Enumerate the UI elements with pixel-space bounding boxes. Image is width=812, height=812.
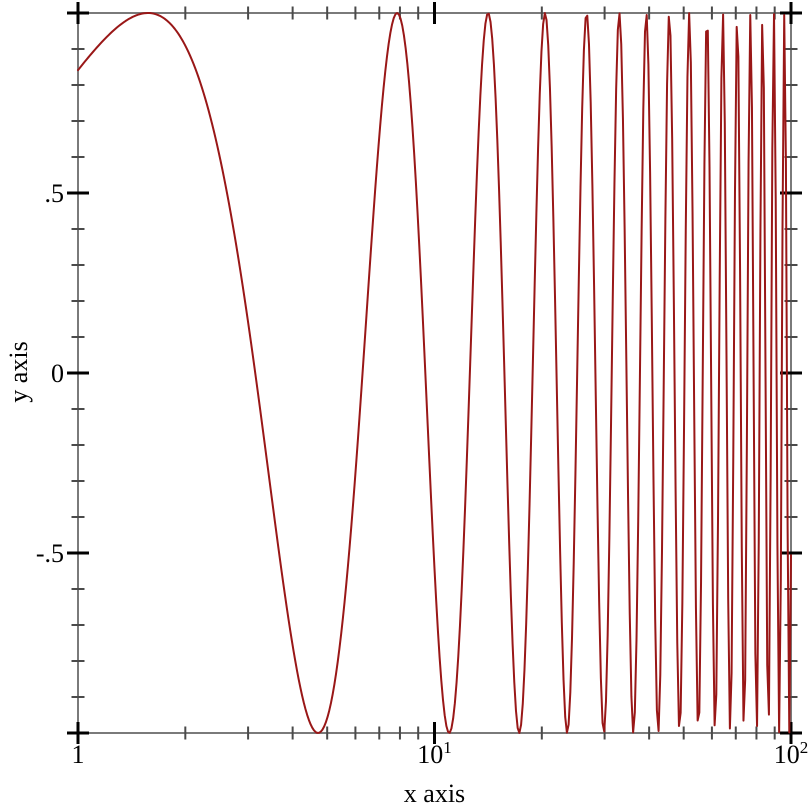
y-axis-label: y axis [4, 341, 33, 403]
x-axis-label: x axis [403, 779, 466, 808]
x-tick-label: 102 [774, 738, 809, 769]
y-tick-label: .5 [45, 179, 65, 208]
curve-sin [77, 12, 792, 734]
x-tick-label: 1 [72, 740, 85, 769]
y-tick-label: -.5 [36, 539, 64, 568]
x-tick-label: 101 [417, 738, 452, 769]
y-tick-label: 0 [51, 359, 64, 388]
